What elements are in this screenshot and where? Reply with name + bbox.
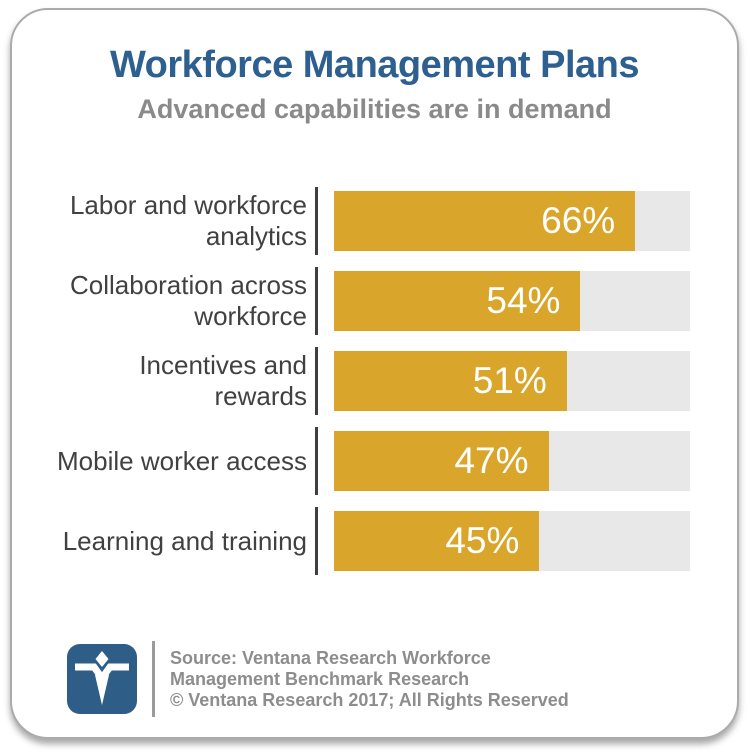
bar-track: 51% [334,351,690,411]
bar-fill: 45% [334,511,540,571]
bar-value: 45% [445,520,520,561]
chart-row: Collaboration across workforce 54% [12,267,737,335]
bar-value: 47% [454,440,529,481]
bar-fill: 51% [334,351,567,411]
bar-track: 66% [334,191,690,251]
bar-track: 47% [334,431,690,491]
axis-tick [315,267,318,335]
chart-row: Mobile worker access 47% [12,427,737,495]
axis-tick [315,347,318,415]
bar-track: 54% [334,271,690,331]
source-line-2: Management Benchmark Research [170,668,470,689]
bar-fill: 47% [334,431,549,491]
bar-label: Learning and training [62,525,307,556]
chart-header: Workforce Management Plans Advanced capa… [12,44,737,125]
ventana-logo-icon [67,644,137,714]
chart-row: Incentives and rewards 51% [12,347,737,415]
axis-tick [315,507,318,575]
source-text: Source: Ventana Research Workforce Manag… [170,648,569,711]
bar-label: Incentives and rewards [139,350,307,411]
page-subtitle: Advanced capabilities are in demand [137,94,612,124]
bar-fill: 54% [334,271,581,331]
bar-track: 45% [334,511,690,571]
bar-label: Mobile worker access [57,445,307,476]
bar-label: Collaboration across workforce [69,270,307,331]
chart-card: Workforce Management Plans Advanced capa… [10,8,739,739]
footer: Source: Ventana Research Workforce Manag… [67,641,737,717]
bar-fill: 66% [334,191,636,251]
chart-row: Learning and training 45% [12,507,737,575]
chart-row: Labor and workforce analytics 66% [12,187,737,255]
bar-value: 54% [486,280,561,321]
bar-label: Labor and workforce analytics [69,190,307,251]
axis-tick [315,187,318,255]
bar-value: 66% [541,200,616,241]
footer-divider [152,641,155,717]
page-title: Workforce Management Plans [109,44,640,86]
bar-value: 51% [472,360,547,401]
bar-chart: Labor and workforce analytics 66% Collabora… [12,187,737,575]
source-line-3: © Ventana Research 2017; All Rights Rese… [170,689,569,710]
source-line-1: Source: Ventana Research Workforce [170,647,491,668]
axis-tick [315,427,318,495]
